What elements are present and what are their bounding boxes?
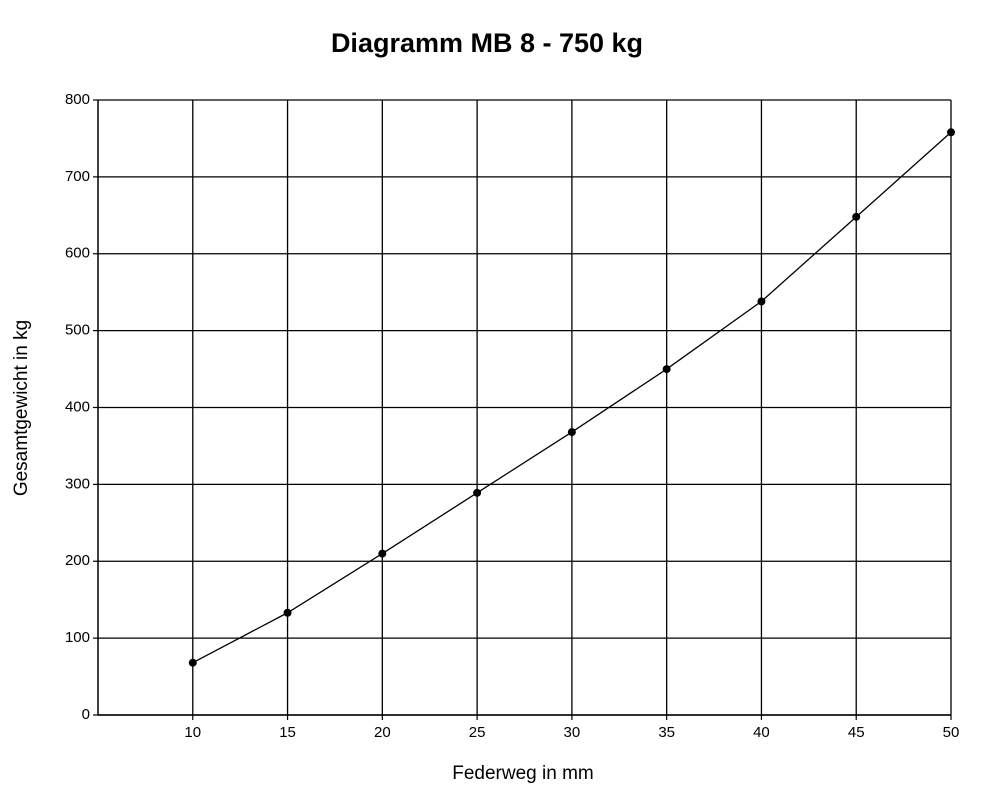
x-tick-label: 10 — [184, 724, 201, 741]
y-tick-label: 600 — [65, 245, 90, 262]
x-tick-label: 25 — [469, 724, 486, 741]
data-point — [757, 297, 766, 306]
x-tick-label: 45 — [848, 724, 865, 741]
x-axis-label: Federweg in mm — [452, 763, 594, 784]
data-point — [852, 212, 861, 221]
data-point — [947, 128, 955, 137]
chart-title: Diagramm MB 8 - 750 kg — [331, 28, 643, 58]
x-tick-label: 30 — [564, 724, 581, 741]
y-tick-label: 700 — [65, 168, 90, 185]
data-point — [378, 549, 387, 558]
y-tick-label: 400 — [65, 398, 90, 415]
x-tick-label: 20 — [374, 724, 391, 741]
y-tick-label: 200 — [65, 552, 90, 569]
y-tick-label: 800 — [65, 91, 90, 108]
y-tick-label: 500 — [65, 322, 90, 339]
y-axis-label: Gesamtgewicht in kg — [11, 320, 32, 496]
data-point — [283, 608, 292, 617]
y-tick-label: 100 — [65, 629, 90, 646]
x-tick-label: 35 — [658, 724, 675, 741]
y-tick-label: 0 — [82, 706, 90, 723]
x-tick-label: 50 — [943, 724, 960, 741]
data-point — [473, 488, 482, 497]
y-tick-label: 300 — [65, 475, 90, 492]
data-point — [567, 428, 576, 437]
data-point — [188, 658, 197, 667]
x-tick-label: 40 — [753, 724, 770, 741]
data-point — [662, 365, 671, 374]
x-tick-label: 15 — [279, 724, 296, 741]
